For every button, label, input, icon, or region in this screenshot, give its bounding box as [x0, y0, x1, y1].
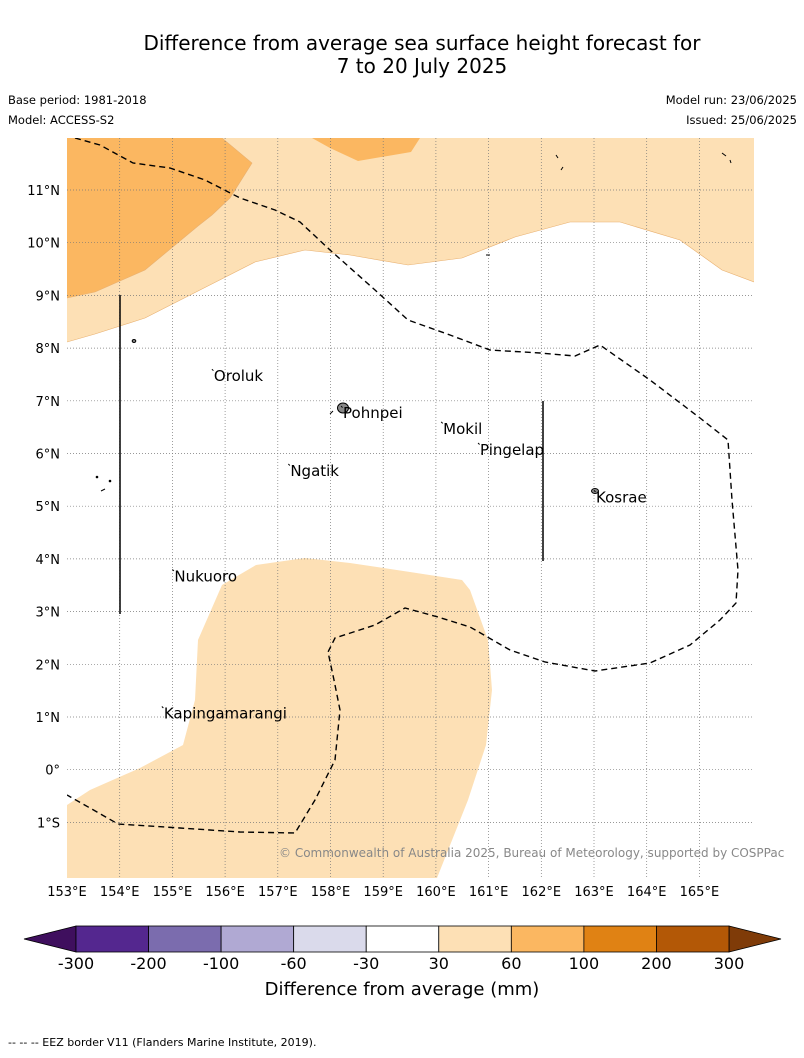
colorbar: -300 -200 -100 -60 -30 30 60 100 200 300	[23, 925, 782, 973]
pohnpei-island	[337, 402, 349, 414]
colorbar-bin	[438, 925, 512, 953]
eez-border-north	[67, 138, 739, 834]
issued-date: Issued: 25/06/2025	[686, 113, 797, 127]
colorbar-bin	[75, 925, 149, 953]
place-marker	[340, 405, 343, 408]
model-name: Model: ACCESS-S2	[8, 113, 115, 127]
anomaly-fields	[67, 138, 754, 878]
place-label-pohnpei: Pohnpei	[343, 404, 403, 422]
colorbar-tick-label: -30	[353, 954, 379, 973]
place-label-nukuoro: Nukuoro	[174, 567, 237, 585]
title-line-2: 7 to 20 July 2025	[336, 54, 508, 78]
longitude-tick-label: 155°E	[153, 885, 193, 900]
place-label-kapingamarangi: Kapingamarangi	[164, 704, 287, 722]
small-island	[131, 339, 137, 343]
latitude-tick-label: 10°N	[27, 237, 60, 252]
colorbar-extend-high	[728, 925, 782, 953]
longitude-tick-label: 160°E	[416, 885, 456, 900]
sea-level-map: Oroluk Pohnpei Mokil Pingelap Ngatik Kosrae Nu…	[23, 138, 784, 1000]
longitude-tick-label: 159°E	[363, 885, 403, 900]
colorbar-tick-label: 200	[641, 954, 672, 973]
islet	[555, 154, 559, 159]
latitude-tick-label: 4°N	[36, 553, 61, 568]
colorbar-tick-label: 30	[429, 954, 449, 973]
axis-labels: 153°E 154°E 155°E 156°E 157°E 158°E 159°E 160°E…	[27, 184, 719, 900]
longitude-tick-label: 158°E	[311, 885, 351, 900]
islet	[721, 152, 727, 157]
place-marker	[161, 706, 164, 709]
latitude-tick-label: 3°N	[36, 606, 61, 621]
chart-title: Difference from average sea surface heig…	[0, 32, 804, 78]
longitude-tick-label: 163°E	[574, 885, 614, 900]
colorbar-tick-label: -100	[203, 954, 239, 973]
colorbar-tick-label: -300	[58, 954, 94, 973]
latitude-tick-label: 7°N	[36, 395, 61, 410]
colorbar-tick-label: 100	[569, 954, 600, 973]
place-label-kosrae: Kosrae	[596, 488, 647, 506]
latitude-tick-label: 11°N	[27, 184, 60, 199]
longitude-tick-label: 161°E	[469, 885, 509, 900]
eez-legend-note: -- -- -- EEZ border V11 (Flanders Marine…	[8, 1036, 317, 1049]
title-line-1: Difference from average sea surface heig…	[143, 31, 701, 55]
islet	[108, 479, 112, 483]
latitude-tick-label: 6°N	[36, 448, 61, 463]
model-run-date: Model run: 23/06/2025	[665, 93, 797, 107]
place-marker	[211, 368, 214, 372]
colorbar-tick-label: 60	[501, 954, 521, 973]
base-period: Base period: 1981-2018	[8, 93, 147, 107]
place-label-ngatik: Ngatik	[290, 462, 339, 480]
colorbar-tick-label: 300	[714, 954, 745, 973]
anomaly-region-north-30-60	[67, 138, 754, 342]
place-marker	[440, 421, 444, 424]
place-label-pingelap: Pingelap	[480, 441, 544, 459]
islet	[560, 166, 564, 171]
longitude-tick-label: 164°E	[627, 885, 667, 900]
copyright-notice: © Commonwealth of Australia 2025, Bureau…	[279, 846, 784, 860]
longitude-tick-label: 157°E	[258, 885, 298, 900]
place-marker	[172, 569, 175, 572]
latitude-tick-label: 5°N	[36, 500, 61, 515]
colorbar-bin	[220, 925, 295, 953]
place-marker	[477, 442, 480, 445]
longitude-tick-label: 154°E	[100, 885, 140, 900]
islet	[95, 475, 99, 479]
longitude-tick-label: 165°E	[680, 885, 720, 900]
latitude-tick-label: 0°	[45, 764, 60, 779]
colorbar-bin	[510, 925, 585, 953]
place-names: Oroluk Pohnpei Mokil Pingelap Ngatik Kosrae Nu…	[161, 367, 647, 722]
colorbar-bin	[656, 925, 730, 953]
colorbar-bin	[148, 925, 222, 953]
islands	[95, 152, 732, 494]
contour-edges	[67, 138, 754, 343]
colorbar-tick-label: -60	[281, 954, 307, 973]
latitude-tick-label: 9°N	[36, 289, 61, 304]
longitude-tick-label: 162°E	[522, 885, 562, 900]
latitude-tick-label: 2°N	[36, 658, 61, 673]
colorbar-extend-low	[23, 925, 77, 953]
latitude-tick-label: 1°N	[36, 711, 61, 726]
longitude-tick-label: 153°E	[47, 885, 87, 900]
eez-borders	[67, 138, 739, 834]
graticule	[67, 138, 754, 878]
islet	[100, 488, 106, 492]
place-marker	[593, 490, 596, 493]
anomaly-region-south-30-60	[67, 558, 492, 878]
islet	[729, 159, 732, 164]
islet	[329, 410, 334, 415]
colorbar-label: Difference from average (mm)	[265, 979, 540, 1000]
latitude-tick-label: 1°S	[37, 816, 60, 831]
anomaly-region-top-60-100	[312, 138, 420, 161]
anomaly-region-nw-60-100	[67, 138, 252, 298]
colorbar-bin	[293, 925, 367, 953]
latitude-tick-label: 8°N	[36, 342, 61, 357]
place-marker	[287, 463, 291, 466]
longitude-tick-label: 156°E	[205, 885, 245, 900]
colorbar-bin	[365, 925, 440, 953]
colorbar-tick-label: -200	[130, 954, 166, 973]
place-label-mokil: Mokil	[443, 420, 482, 438]
place-label-oroluk: Oroluk	[214, 367, 263, 385]
colorbar-bin	[583, 925, 657, 953]
